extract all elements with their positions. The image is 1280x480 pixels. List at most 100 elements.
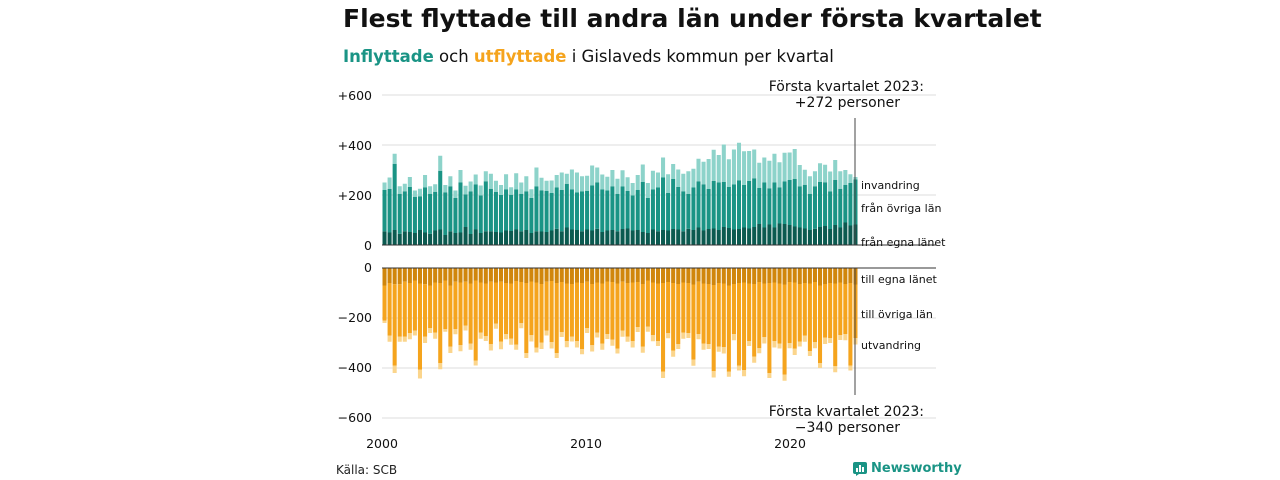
bar-in-2 (534, 167, 539, 187)
bar-in-0 (595, 228, 600, 245)
bar-out-0 (676, 268, 681, 284)
bar-in-2 (686, 171, 691, 194)
bar-in-2 (519, 182, 524, 194)
bar-in-1 (488, 188, 493, 232)
bar-in-1 (600, 189, 605, 232)
bar-out-0 (833, 268, 838, 284)
y-tick-label-bottom: 0 (364, 260, 372, 275)
bar-out-2 (807, 351, 812, 356)
bar-out-1 (848, 283, 853, 366)
series-label: till övriga län (861, 308, 933, 321)
y-tick-label-top: +200 (338, 188, 372, 203)
bar-out-2 (544, 330, 549, 336)
bar-out-1 (412, 280, 417, 331)
bar-in-2 (797, 165, 802, 187)
bar-out-2 (463, 325, 468, 331)
bar-out-0 (782, 268, 787, 285)
bar-in-0 (559, 231, 564, 245)
bar-in-1 (676, 187, 681, 230)
bar-in-0 (812, 228, 817, 245)
bar-out-0 (382, 268, 387, 286)
bar-out-2 (650, 335, 655, 342)
y-tick-label-bottom: −400 (338, 360, 372, 375)
bar-in-0 (635, 230, 640, 245)
bar-out-2 (802, 335, 807, 342)
bar-in-1 (625, 191, 630, 229)
bar-in-1 (463, 194, 468, 227)
bar-out-0 (671, 268, 676, 283)
bar-out-0 (716, 268, 721, 283)
bar-out-2 (630, 341, 635, 348)
bar-in-2 (676, 169, 681, 187)
bar-in-1 (777, 187, 782, 224)
bar-in-2 (539, 177, 544, 191)
bar-in-2 (736, 142, 742, 181)
bar-in-1 (524, 191, 529, 230)
bar-out-1 (691, 284, 696, 360)
annotations: Första kvartalet 2023:+272 personerFörst… (769, 79, 924, 436)
bar-in-2 (569, 169, 574, 190)
bar-in-2 (767, 160, 772, 189)
annotation-top-line1: Första kvartalet 2023: (769, 79, 924, 95)
bar-out-2 (645, 326, 650, 332)
bar-out-2 (625, 336, 630, 342)
x-tick-label: 2010 (570, 436, 602, 451)
bar-out-1 (448, 285, 453, 347)
bar-in-1 (509, 194, 514, 231)
bar-in-2 (777, 162, 782, 188)
annotation-bottom-line2: −340 personer (795, 420, 901, 436)
bar-out-0 (564, 268, 569, 284)
bar-out-2 (635, 327, 640, 332)
bar-in-1 (757, 187, 762, 224)
bar-out-2 (574, 341, 579, 348)
bar-in-0 (762, 227, 767, 245)
bar-in-1 (782, 181, 787, 224)
bar-out-2 (777, 343, 782, 349)
bar-out-2 (838, 335, 843, 340)
bar-out-2 (782, 374, 787, 381)
bar-in-2 (574, 172, 579, 193)
bar-in-2 (595, 167, 600, 183)
bar-in-2 (838, 171, 843, 189)
bar-out-0 (807, 268, 812, 284)
bar-in-0 (483, 231, 488, 245)
bar-out-2 (742, 370, 747, 377)
bar-in-0 (458, 232, 463, 245)
bar-in-0 (590, 230, 595, 245)
bar-out-2 (554, 353, 559, 358)
bar-in-1 (468, 191, 473, 234)
bar-in-0 (650, 229, 655, 245)
bar-in-0 (569, 229, 574, 245)
bar-out-2 (676, 344, 681, 349)
bar-out-1 (585, 281, 590, 328)
bar-in-1 (802, 184, 807, 229)
bar-out-0 (514, 268, 519, 281)
bar-out-1 (483, 283, 488, 336)
bar-out-1 (463, 281, 468, 326)
bar-in-0 (701, 230, 706, 245)
bar-in-1 (574, 192, 579, 230)
bar-out-1 (417, 283, 422, 370)
bar-in-0 (767, 224, 772, 245)
bar-out-0 (823, 268, 828, 284)
bar-in-2 (742, 151, 747, 185)
bar-in-2 (488, 173, 493, 189)
bar-out-2 (762, 337, 767, 344)
bar-in-0 (468, 234, 473, 245)
bar-out-0 (387, 268, 392, 283)
bar-out-1 (726, 285, 731, 372)
bar-in-1 (605, 190, 610, 231)
bar-in-2 (453, 190, 458, 198)
bar-in-2 (792, 149, 797, 179)
bar-out-2 (529, 335, 534, 342)
bar-out-2 (488, 344, 493, 351)
bar-in-1 (519, 193, 524, 232)
bar-out-0 (412, 268, 417, 281)
bar-in-1 (585, 190, 590, 230)
bar-out-2 (833, 366, 838, 373)
bar-in-0 (671, 229, 676, 245)
bar-in-0 (498, 232, 504, 245)
bar-in-2 (554, 175, 559, 188)
bar-out-2 (458, 345, 463, 352)
bar-out-0 (590, 268, 595, 284)
